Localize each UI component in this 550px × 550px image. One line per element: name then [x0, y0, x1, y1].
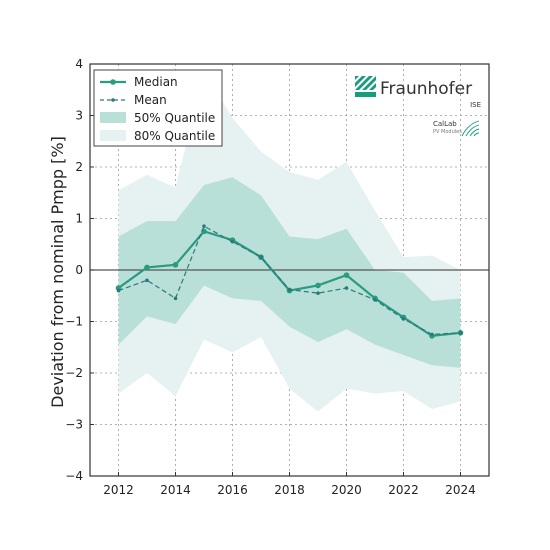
- mean-point: [401, 317, 406, 321]
- y-tick-label: 1: [75, 212, 83, 226]
- x-tick-label: 2014: [160, 483, 191, 497]
- mean-point: [116, 288, 121, 293]
- mean-point: [202, 224, 206, 229]
- y-axis-label: Deviation from nominal Pmpp [%]: [48, 136, 67, 408]
- legend: Median Mean 50% Quantile 80% Quantile: [93, 69, 223, 147]
- mean-point: [287, 287, 292, 292]
- legend-band80-label: 80% Quantile: [134, 129, 215, 143]
- legend-median-marker: [110, 79, 116, 85]
- x-tick-labels: 2012 2014 2016 2018 2020 2022 2024: [103, 472, 476, 497]
- median-point: [315, 282, 321, 289]
- y-tick-label: 3: [75, 109, 83, 123]
- x-tick-label: 2020: [331, 483, 362, 497]
- y-tick-label: −1: [65, 315, 83, 329]
- x-tick-label: 2022: [388, 483, 419, 497]
- series-lines: [115, 224, 464, 339]
- median-point: [115, 285, 122, 291]
- fraunhofer-logo: Fraunhofer ISE CalLab PV Modules: [355, 76, 481, 137]
- legend-median-label: Median: [134, 75, 178, 89]
- x-tick-label: 2016: [217, 483, 248, 497]
- mean-point: [145, 278, 149, 283]
- callab-sub: PV Modules: [433, 129, 462, 135]
- legend-mean-marker: [111, 98, 115, 102]
- mean-point: [430, 332, 434, 337]
- y-tick-label: −2: [65, 366, 83, 380]
- mean-point: [344, 286, 349, 290]
- legend-band50-label: 50% Quantile: [134, 111, 215, 125]
- y-tick-label: −3: [65, 418, 83, 432]
- mean-point: [230, 239, 235, 244]
- x-tick-label: 2024: [445, 483, 476, 497]
- y-tick-label: 2: [75, 160, 83, 174]
- callab-arcs-icon: [461, 120, 480, 137]
- mean-point: [458, 331, 463, 335]
- median-point: [144, 264, 150, 271]
- mean-point: [373, 298, 377, 302]
- callab-label: CalLab: [433, 120, 457, 128]
- y-tick-labels: −4 −3 −2 −1 0 1 2 3 4: [65, 57, 94, 483]
- y-tick-label: −4: [65, 469, 83, 483]
- median-point: [172, 262, 179, 268]
- y-tick-label: 4: [75, 57, 83, 71]
- x-tick-label: 2012: [103, 483, 134, 497]
- logo-name: Fraunhofer: [380, 79, 472, 99]
- legend-band50-swatch: [100, 112, 126, 123]
- mean-point: [259, 255, 263, 259]
- legend-mean-label: Mean: [134, 93, 167, 107]
- logo-sub: ISE: [470, 101, 481, 109]
- y-tick-label: 0: [75, 263, 83, 277]
- mean-point: [173, 296, 178, 301]
- median-point: [343, 272, 350, 278]
- legend-band80-swatch: [100, 130, 126, 141]
- fraunhofer-mark-icon: [355, 76, 376, 97]
- x-tick-label: 2018: [274, 483, 305, 497]
- mean-point: [316, 291, 320, 295]
